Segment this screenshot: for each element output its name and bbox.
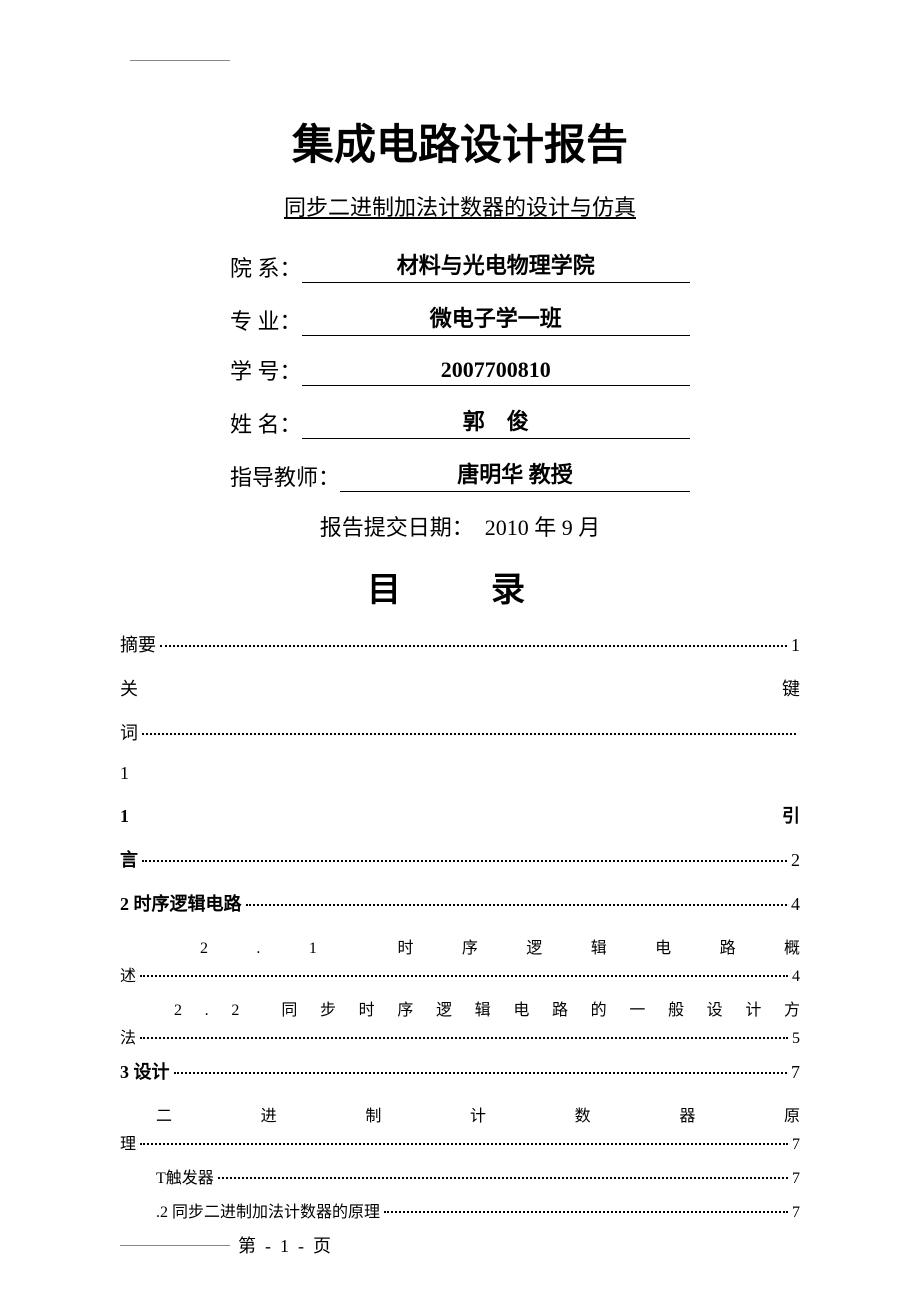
info-row-student-id: 学 号： 2007700810 [230, 354, 690, 386]
toc-keywords-page: 1 [120, 763, 800, 784]
toc-text: 关 [120, 675, 138, 701]
report-title: 集成电路设计报告 [120, 111, 800, 172]
info-label: 指导教师： [230, 460, 340, 492]
toc-label: 法 [120, 1024, 136, 1048]
toc-ch2-2-top: 2 . 2 同 步 时 序 逻 辑 电 路 的 一 般 设 计 方 [120, 996, 800, 1020]
toc-label: T触发器 [120, 1164, 214, 1188]
info-label: 学 号： [230, 354, 302, 386]
page-footer: 第 - 1 - 页 [120, 1232, 800, 1258]
toc-keywords-line2: 词 [120, 719, 800, 745]
toc-leader [140, 1037, 788, 1039]
info-row-department: 院 系： 材料与光电物理学院 [230, 248, 690, 283]
toc-page: 4 [792, 968, 800, 986]
document-page: 集成电路设计报告 同步二进制加法计数器的设计与仿真 院 系： 材料与光电物理学院… [0, 0, 920, 1298]
toc-page: 4 [791, 894, 800, 915]
toc-abstract: 摘要 1 [120, 631, 800, 657]
report-subtitle: 同步二进制加法计数器的设计与仿真 [120, 190, 800, 222]
toc-keywords-line1: 关 键 [120, 675, 800, 701]
info-label: 专 业： [230, 304, 302, 336]
toc-page: 7 [791, 1062, 800, 1083]
toc-leader [142, 733, 796, 735]
info-value: 唐明华 教授 [340, 457, 690, 492]
toc-ch2-1-top: 2 . 1 时 序 逻 辑 电 路 概 [120, 934, 800, 958]
info-value: 郭 俊 [302, 404, 690, 439]
toc-leader [140, 975, 788, 977]
toc-leader [160, 645, 787, 647]
toc-leader [140, 1143, 788, 1145]
submit-date: 报告提交日期： 2010 年 9 月 [120, 510, 800, 542]
info-value: 微电子学一班 [302, 301, 690, 336]
header-rule [130, 60, 230, 61]
toc-label: 2 时序逻辑电路 [120, 890, 242, 916]
toc-label: 词 [120, 719, 138, 745]
toc-text: 引 [782, 802, 800, 828]
toc-leader [174, 1072, 788, 1074]
toc-page: 1 [120, 763, 129, 784]
toc: 摘要 1 关 键 词 1 1 引 言 2 2 时序逻辑电路 4 [120, 631, 800, 1222]
toc-intro-line2: 言 2 [120, 846, 800, 872]
page-number: 第 - 1 - 页 [238, 1232, 331, 1258]
toc-label: 言 [120, 846, 138, 872]
toc-ch3-1-top: 二 进 制 计 数 器 原 [120, 1102, 800, 1126]
info-label: 院 系： [230, 251, 302, 283]
toc-ch3-1a: T触发器 7 [120, 1164, 800, 1188]
toc-title: 目 录 [120, 562, 800, 611]
toc-page: 7 [792, 1170, 800, 1188]
toc-page: 7 [792, 1204, 800, 1222]
toc-leader [246, 904, 788, 906]
toc-label: 摘要 [120, 631, 156, 657]
toc-page: 1 [791, 635, 800, 656]
info-row-advisor: 指导教师： 唐明华 教授 [230, 457, 690, 492]
toc-leader [142, 860, 787, 862]
toc-ch2: 2 时序逻辑电路 4 [120, 890, 800, 916]
toc-label: .2 同步二进制加法计数器的原理 [120, 1198, 380, 1222]
toc-label: 述 [120, 962, 136, 986]
info-row-major: 专 业： 微电子学一班 [230, 301, 690, 336]
info-row-name: 姓 名： 郭 俊 [230, 404, 690, 439]
toc-ch3-1b: .2 同步二进制加法计数器的原理 7 [120, 1198, 800, 1222]
toc-text: 键 [782, 675, 800, 701]
toc-text: 1 [120, 806, 129, 827]
toc-ch3: 3 设计 7 [120, 1058, 800, 1084]
info-value: 材料与光电物理学院 [302, 248, 690, 283]
toc-label: 理 [120, 1130, 136, 1154]
toc-ch3-1: 二 进 制 计 数 器 原 理 7 [120, 1102, 800, 1154]
footer-rule [120, 1245, 230, 1246]
toc-leader [218, 1177, 788, 1179]
toc-page: 7 [792, 1136, 800, 1154]
toc-intro-line1: 1 引 [120, 802, 800, 828]
info-label: 姓 名： [230, 407, 302, 439]
toc-label: 3 设计 [120, 1058, 170, 1084]
toc-ch2-2: 2 . 2 同 步 时 序 逻 辑 电 路 的 一 般 设 计 方 法 5 [120, 996, 800, 1048]
info-value: 2007700810 [302, 357, 690, 386]
toc-page: 5 [792, 1030, 800, 1048]
info-block: 院 系： 材料与光电物理学院 专 业： 微电子学一班 学 号： 20077008… [230, 248, 690, 492]
toc-leader [384, 1211, 788, 1213]
toc-ch2-1: 2 . 1 时 序 逻 辑 电 路 概 述 4 [120, 934, 800, 986]
toc-page: 2 [791, 850, 800, 871]
